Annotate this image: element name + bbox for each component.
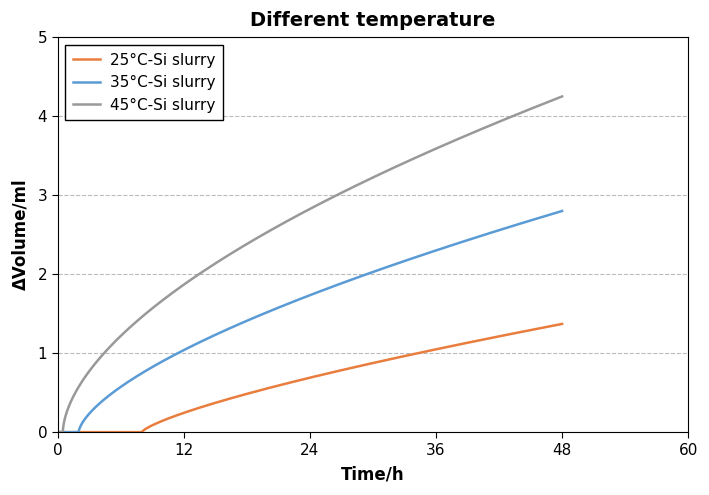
35°C-Si slurry bbox=[105, 393, 113, 398]
35°C-Si slurry bbox=[456, 240, 464, 246]
45°C-Si slurry bbox=[558, 94, 566, 99]
25°C-Si slurry bbox=[400, 353, 408, 359]
25°C-Si slurry bbox=[456, 342, 464, 347]
45°C-Si slurry bbox=[456, 135, 464, 141]
35°C-Si slurry bbox=[276, 304, 284, 310]
Line: 35°C-Si slurry: 35°C-Si slurry bbox=[57, 211, 562, 432]
Line: 25°C-Si slurry: 25°C-Si slurry bbox=[57, 324, 562, 432]
35°C-Si slurry bbox=[53, 429, 62, 435]
Title: Different temperature: Different temperature bbox=[250, 11, 496, 30]
45°C-Si slurry bbox=[53, 429, 62, 435]
35°C-Si slurry bbox=[400, 258, 408, 264]
35°C-Si slurry bbox=[447, 243, 455, 248]
25°C-Si slurry bbox=[447, 343, 455, 349]
25°C-Si slurry bbox=[276, 382, 284, 388]
25°C-Si slurry bbox=[105, 429, 113, 435]
45°C-Si slurry bbox=[447, 139, 455, 145]
45°C-Si slurry bbox=[400, 160, 408, 166]
Legend: 25°C-Si slurry, 35°C-Si slurry, 45°C-Si slurry: 25°C-Si slurry, 35°C-Si slurry, 45°C-Si … bbox=[65, 45, 223, 120]
25°C-Si slurry bbox=[53, 429, 62, 435]
45°C-Si slurry bbox=[276, 222, 284, 228]
X-axis label: Time/h: Time/h bbox=[341, 466, 405, 484]
25°C-Si slurry bbox=[558, 321, 566, 327]
Line: 45°C-Si slurry: 45°C-Si slurry bbox=[57, 97, 562, 432]
35°C-Si slurry bbox=[558, 208, 566, 214]
45°C-Si slurry bbox=[105, 345, 113, 350]
Y-axis label: ΔVolume/ml: ΔVolume/ml bbox=[11, 179, 29, 291]
25°C-Si slurry bbox=[257, 387, 266, 393]
45°C-Si slurry bbox=[257, 233, 266, 239]
35°C-Si slurry bbox=[257, 311, 266, 317]
